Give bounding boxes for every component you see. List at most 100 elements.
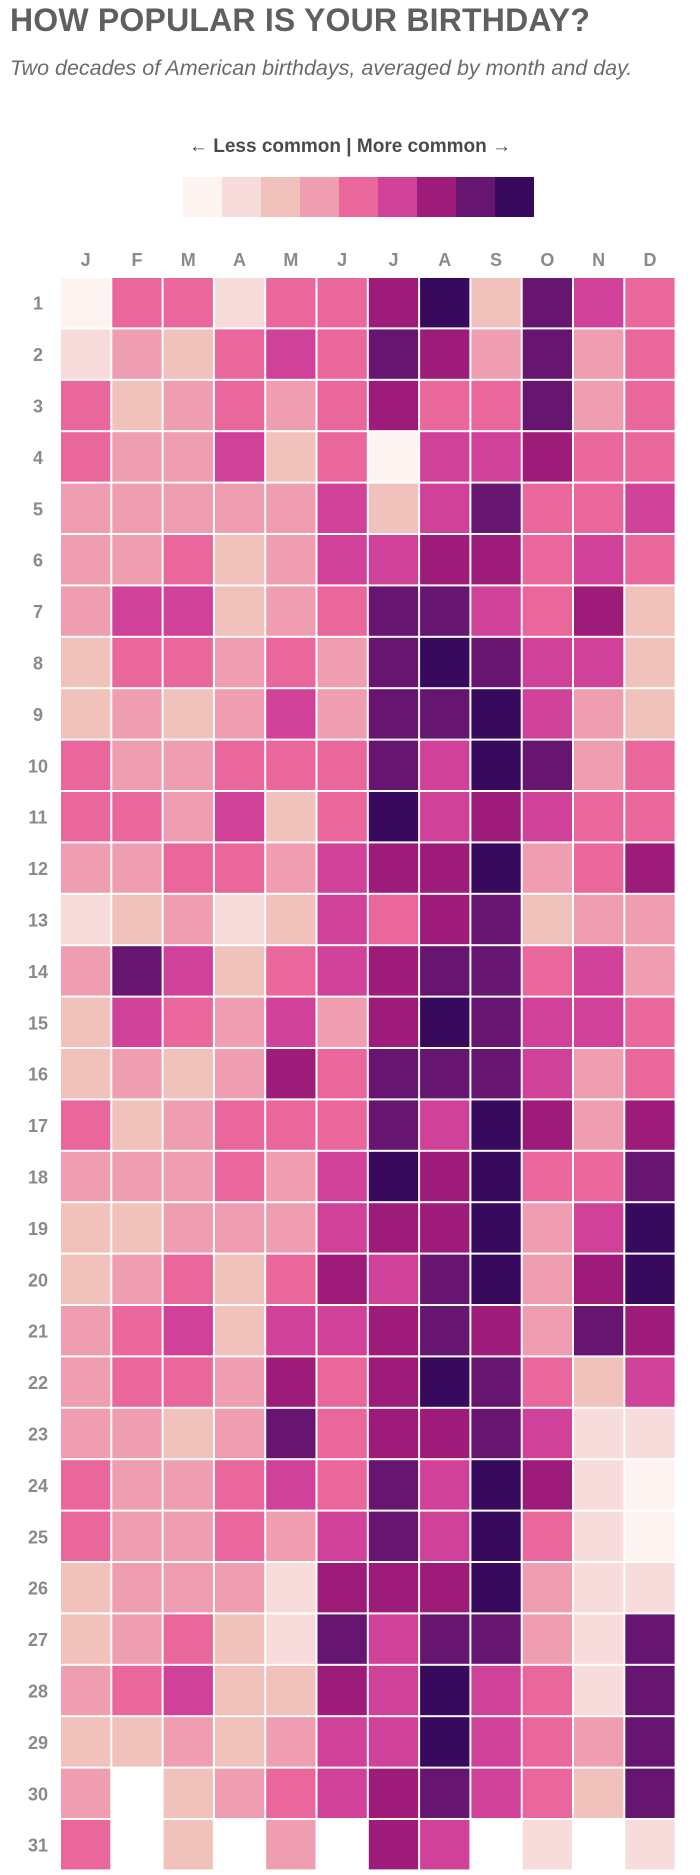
heatmap-cell[interactable] (625, 1049, 675, 1099)
heatmap-cell[interactable] (214, 792, 265, 842)
heatmap-cell[interactable] (317, 843, 367, 893)
heatmap-cell[interactable] (625, 1768, 675, 1818)
heatmap-cell[interactable] (61, 740, 111, 790)
heatmap-cell[interactable] (112, 997, 162, 1047)
heatmap-cell[interactable] (163, 740, 213, 790)
heatmap-cell[interactable] (368, 894, 419, 945)
heatmap-cell[interactable] (625, 637, 675, 688)
heatmap-cell[interactable] (420, 997, 470, 1047)
heatmap-cell[interactable] (368, 1306, 419, 1356)
heatmap-cell[interactable] (420, 1665, 470, 1716)
heatmap-cell[interactable] (112, 1306, 162, 1356)
heatmap-cell[interactable] (266, 432, 316, 482)
heatmap-cell[interactable] (214, 1203, 265, 1253)
heatmap-cell[interactable] (625, 586, 675, 636)
heatmap-cell[interactable] (61, 483, 111, 533)
heatmap-cell[interactable] (368, 792, 419, 842)
heatmap-cell[interactable] (420, 586, 470, 636)
heatmap-cell[interactable] (625, 483, 675, 533)
heatmap-cell[interactable] (214, 1665, 265, 1716)
heatmap-cell[interactable] (420, 1614, 470, 1664)
heatmap-cell[interactable] (420, 278, 470, 328)
heatmap-cell[interactable] (522, 1665, 572, 1716)
heatmap-cell[interactable] (317, 1357, 367, 1407)
heatmap-cell[interactable] (420, 1717, 470, 1767)
heatmap-cell[interactable] (61, 637, 111, 688)
heatmap-cell[interactable] (522, 1254, 572, 1304)
heatmap-cell[interactable] (317, 432, 367, 482)
heatmap-cell[interactable] (214, 1254, 265, 1304)
heatmap-cell[interactable] (163, 1151, 213, 1202)
heatmap-cell[interactable] (266, 278, 316, 328)
heatmap-cell[interactable] (214, 740, 265, 790)
heatmap-cell[interactable] (266, 1151, 316, 1202)
heatmap-cell[interactable] (61, 792, 111, 842)
heatmap-cell[interactable] (420, 1100, 470, 1150)
heatmap-cell[interactable] (61, 1151, 111, 1202)
heatmap-cell[interactable] (574, 637, 624, 688)
heatmap-cell[interactable] (163, 997, 213, 1047)
heatmap-cell[interactable] (625, 1563, 675, 1613)
heatmap-cell[interactable] (368, 535, 419, 585)
heatmap-cell[interactable] (163, 1254, 213, 1304)
heatmap-cell[interactable] (214, 1306, 265, 1356)
heatmap-cell[interactable] (574, 792, 624, 842)
heatmap-cell[interactable] (112, 843, 162, 893)
heatmap-cell[interactable] (574, 843, 624, 893)
heatmap-cell[interactable] (214, 1357, 265, 1407)
heatmap-cell[interactable] (214, 689, 265, 739)
heatmap-cell[interactable] (214, 483, 265, 533)
heatmap-cell[interactable] (420, 792, 470, 842)
heatmap-cell[interactable] (112, 637, 162, 688)
heatmap-cell[interactable] (112, 1203, 162, 1253)
heatmap-cell[interactable] (163, 1306, 213, 1356)
heatmap-cell[interactable] (61, 1049, 111, 1099)
heatmap-cell[interactable] (266, 997, 316, 1047)
heatmap-cell[interactable] (266, 1306, 316, 1356)
heatmap-cell[interactable] (368, 1563, 419, 1613)
heatmap-cell[interactable] (625, 432, 675, 482)
heatmap-cell[interactable] (420, 432, 470, 482)
heatmap-cell[interactable] (522, 1511, 572, 1561)
heatmap-cell[interactable] (266, 1768, 316, 1818)
heatmap-cell[interactable] (574, 586, 624, 636)
heatmap-cell[interactable] (163, 843, 213, 893)
heatmap-cell[interactable] (61, 894, 111, 945)
heatmap-cell[interactable] (317, 1151, 367, 1202)
heatmap-cell[interactable] (163, 1717, 213, 1767)
heatmap-cell[interactable] (420, 1203, 470, 1253)
heatmap-cell[interactable] (317, 1614, 367, 1664)
heatmap-cell[interactable] (317, 1717, 367, 1767)
heatmap-cell[interactable] (625, 1717, 675, 1767)
heatmap-cell[interactable] (625, 329, 675, 379)
heatmap-cell[interactable] (471, 1460, 521, 1510)
heatmap-cell[interactable] (574, 1203, 624, 1253)
heatmap-cell[interactable] (112, 1100, 162, 1150)
heatmap-cell[interactable] (420, 380, 470, 431)
heatmap-cell[interactable] (471, 586, 521, 636)
heatmap-cell[interactable] (214, 894, 265, 945)
heatmap-cell[interactable] (266, 1049, 316, 1099)
heatmap-cell[interactable] (163, 1614, 213, 1664)
heatmap-cell[interactable] (112, 1511, 162, 1561)
heatmap-cell[interactable] (317, 1511, 367, 1561)
heatmap-cell[interactable] (214, 997, 265, 1047)
heatmap-cell[interactable] (522, 1151, 572, 1202)
heatmap-cell[interactable] (163, 1408, 213, 1459)
heatmap-cell[interactable] (522, 843, 572, 893)
heatmap-cell[interactable] (112, 329, 162, 379)
heatmap-cell[interactable] (471, 1614, 521, 1664)
heatmap-cell[interactable] (574, 432, 624, 482)
heatmap-cell[interactable] (317, 792, 367, 842)
heatmap-cell[interactable] (625, 740, 675, 790)
heatmap-cell[interactable] (574, 483, 624, 533)
heatmap-cell[interactable] (112, 432, 162, 482)
heatmap-cell[interactable] (112, 1151, 162, 1202)
heatmap-cell[interactable] (112, 1563, 162, 1613)
heatmap-cell[interactable] (471, 637, 521, 688)
heatmap-cell[interactable] (368, 586, 419, 636)
heatmap-cell[interactable] (522, 1049, 572, 1099)
heatmap-cell[interactable] (574, 689, 624, 739)
heatmap-cell[interactable] (266, 1408, 316, 1459)
heatmap-cell[interactable] (214, 1768, 265, 1818)
